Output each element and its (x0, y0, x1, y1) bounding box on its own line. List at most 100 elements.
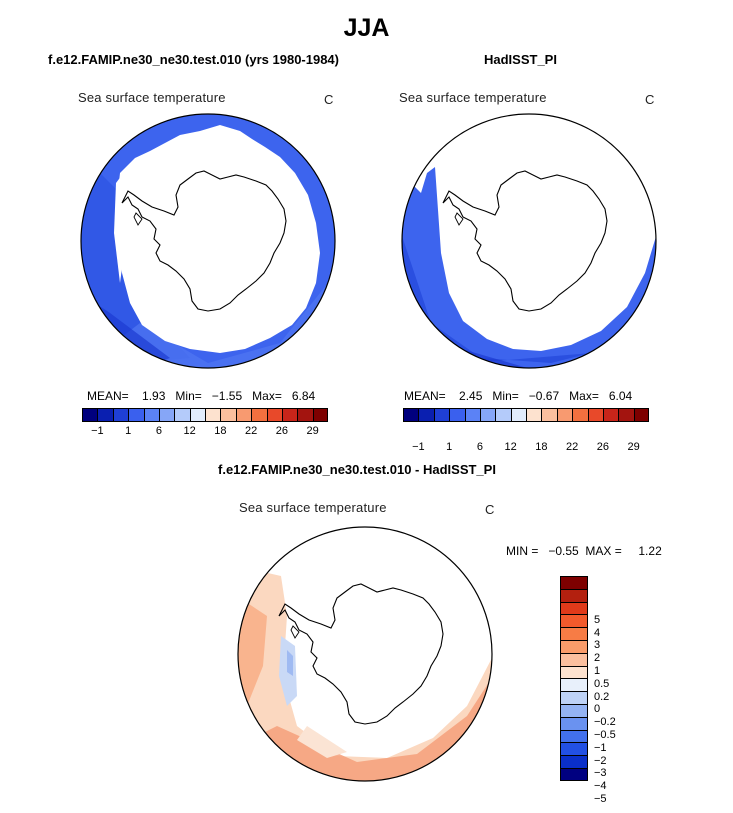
panel-2-colorbar-cell (433, 408, 450, 422)
panel-2-colorbar-cell (618, 408, 634, 422)
panel-2-colorbar-cell (572, 408, 588, 422)
panel-2-colorbar-tick-label: 6 (476, 441, 483, 453)
diff-colorbar-cell (560, 729, 588, 743)
panel-2-ice-region (402, 114, 656, 351)
panel-1-colorbar-cell (266, 408, 282, 422)
panel-2-map (401, 113, 657, 369)
panel-1-colorbar-cell (112, 408, 129, 422)
panel-1-colorbar-cell (189, 408, 205, 422)
panel-2-map-border (401, 113, 657, 369)
panel-2-colorbar-cell (479, 408, 496, 422)
panel-2-colorbar-cell (633, 408, 649, 422)
diff-colorbar-cell (560, 639, 588, 653)
panel-1-colorbar-cell (281, 408, 298, 422)
diff-colorbar-label: −1 (594, 741, 607, 754)
diff-colorbar-cell (560, 755, 588, 768)
panel-2-colorbar-cell (495, 408, 511, 422)
diff-colorbar-label: −0.2 (594, 716, 616, 729)
panel-2-antarctica-outline (442, 170, 608, 312)
panel-2-colorbar-cell (541, 408, 557, 422)
diff-panel-variable-label: Sea surface temperature (239, 500, 387, 515)
diff-colorbar (560, 576, 588, 781)
diff-panel-map-border (237, 526, 493, 782)
diff-colorbar-labels: 5 4 3 2 1 0.5 0.2 0 −0.2 −0.5 −1 −2 −3 −4 −5 (594, 608, 634, 813)
panel-1-colorbar-cell (82, 408, 98, 422)
panel-1-colorbar-cell (158, 408, 175, 422)
panel-2-colorbar-tick-label: 18 (535, 441, 548, 453)
diff-colorbar-cell (560, 716, 588, 730)
panel-2-colorbar-cell (587, 408, 603, 422)
panel-2-stats: MEAN= 2.45 Min= −0.67 Max= 6.04 (404, 389, 633, 403)
panel-2-colorbar-cell (602, 408, 619, 422)
diff-colorbar-label: −4 (594, 780, 607, 793)
diff-colorbar-cell (560, 576, 588, 589)
panel-2-colorbar-cell (464, 408, 480, 422)
diff-colorbar-cell (560, 601, 588, 615)
diff-panel-units: C (485, 502, 495, 517)
panel-1-colorbar-cell (143, 408, 159, 422)
panel-2-colorbar-cell (510, 408, 526, 422)
panel-1-colorbar-cell (220, 408, 236, 422)
diff-colorbar-label: 5 (594, 613, 601, 626)
diff-panel-map (237, 526, 493, 782)
diff-colorbar-label: 4 (594, 626, 601, 639)
diff-colorbar-label: 0.5 (594, 677, 610, 690)
diff-colorbar-label: −3 (594, 767, 607, 780)
panel-1-colorbar-cell (312, 408, 328, 422)
panel-1-colorbar-tick-label: 29 (306, 425, 319, 437)
panel-2-colorbar-tick-label: 22 (566, 441, 579, 453)
panel-1-colorbar-tick-label: 6 (155, 425, 162, 437)
panel-1-colorbar-tick-label: 22 (245, 425, 258, 437)
panel-1-colorbar-cell (97, 408, 113, 422)
diff-colorbar-cell (560, 767, 588, 781)
panel-1-colorbar-tick-label: 1 (125, 425, 132, 437)
diff-colorbar-cell (560, 665, 588, 679)
panel-1-colorbar-cell (251, 408, 267, 422)
panel-1-colorbar-tick-label: 12 (183, 425, 196, 437)
diff-colorbar-cell (560, 678, 588, 692)
diff-colorbar-label: 3 (594, 639, 601, 652)
panel-1-colorbar-ticks: −1 1 6 12 18 22 26 29 (82, 425, 328, 441)
panel-2-colorbar-tick-label: 29 (627, 441, 640, 453)
panel-1-title: f.e12.FAMIP.ne30_ne30.test.010 (yrs 1980… (48, 52, 339, 67)
diff-colorbar-label: −5 (594, 793, 607, 805)
panel-2-colorbar (403, 408, 649, 422)
diff-colorbar-label: −2 (594, 754, 607, 767)
diff-colorbar-label: −0.5 (594, 729, 616, 741)
diff-colorbar-cell (560, 742, 588, 756)
diff-colorbar-cell (560, 691, 588, 704)
panel-1-variable-label: Sea surface temperature (78, 90, 226, 105)
panel-1-colorbar-cell (235, 408, 252, 422)
panel-2-colorbar-cell (449, 408, 465, 422)
diff-colorbar-label: 0 (594, 703, 601, 716)
diff-colorbar-label: 0.2 (594, 690, 610, 703)
panel-1-colorbar-cell (205, 408, 221, 422)
diff-colorbar-cell (560, 588, 588, 602)
diff-colorbar-label: 2 (594, 652, 601, 665)
panel-1-colorbar-tick-label: −1 (91, 425, 104, 437)
panel-2-colorbar-tick-label: 12 (504, 441, 517, 453)
figure-title: JJA (343, 14, 390, 42)
panel-2-colorbar-tick-label: 1 (446, 441, 453, 453)
diff-colorbar-cell (560, 703, 588, 717)
diff-panel-antarctica-outline (278, 583, 444, 725)
diff-colorbar-cell (560, 627, 588, 640)
diff-panel-title: f.e12.FAMIP.ne30_ne30.test.010 - HadISST… (218, 462, 496, 477)
panel-2-colorbar-cell (403, 408, 419, 422)
panel-1-map-border (80, 113, 336, 369)
panel-1-colorbar-cell (297, 408, 313, 422)
panel-2-title: HadISST_PI (484, 52, 557, 67)
diff-panel-minmax: MIN = −0.55 MAX = 1.22 (506, 544, 662, 558)
panel-1-colorbar-cell (128, 408, 144, 422)
diff-colorbar-cell (560, 614, 588, 628)
panel-1-ice-region (116, 125, 320, 353)
diff-colorbar-label: 1 (594, 665, 601, 677)
panel-1-antarctica-outline (121, 170, 287, 312)
panel-2-colorbar-cell (418, 408, 434, 422)
panel-2-colorbar-tick-label: −1 (412, 441, 425, 453)
panel-2-colorbar-cell (526, 408, 542, 422)
panel-1-stats: MEAN= 1.93 Min= −1.55 Max= 6.84 (87, 389, 316, 403)
diff-colorbar-cell (560, 652, 588, 666)
panel-1-map (80, 113, 336, 369)
panel-1-colorbar-tick-label: 18 (214, 425, 227, 437)
